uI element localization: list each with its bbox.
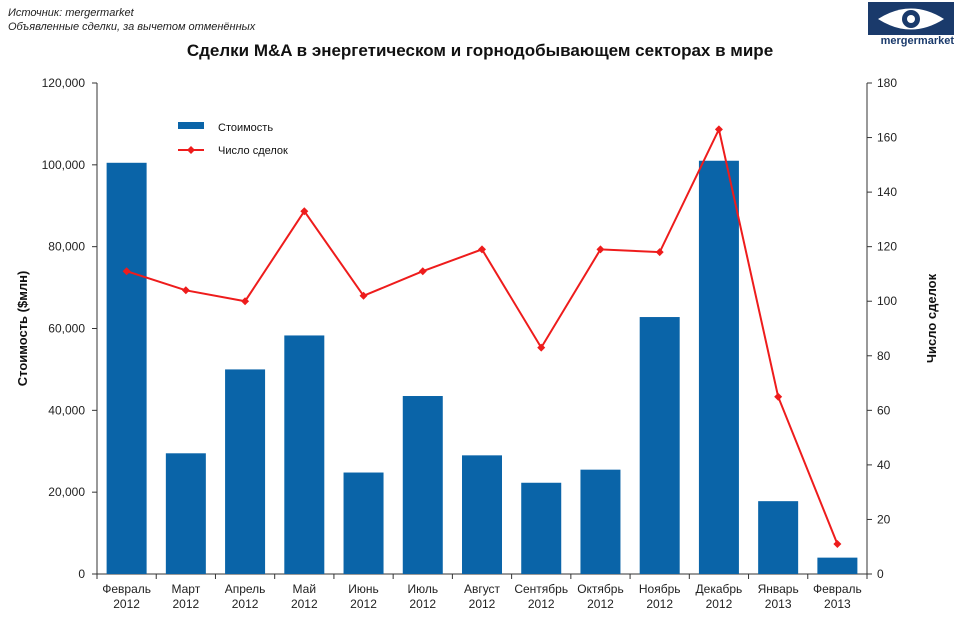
x-tick-label: Ноябрь (639, 582, 681, 596)
bar (758, 501, 799, 574)
bar (580, 469, 621, 574)
logo-text: mergermarket (880, 35, 954, 47)
bar (106, 162, 147, 574)
y-tick-label: 20,000 (48, 485, 85, 499)
x-tick-label-year: 2012 (528, 597, 555, 611)
line-point (241, 297, 250, 306)
x-tick-label-year: 2012 (291, 597, 318, 611)
bar (639, 317, 680, 574)
x-tick-label: Июнь (348, 582, 379, 596)
x-tick-label: Май (293, 582, 317, 596)
line-point (359, 291, 368, 300)
y2-axis-title: Число сделок (924, 273, 939, 363)
x-tick-label-year: 2012 (646, 597, 673, 611)
line-point (655, 248, 664, 257)
x-tick-label: Октябрь (577, 582, 624, 596)
legend-label-line: Число сделок (218, 145, 288, 157)
line-point (596, 245, 605, 254)
line-point (300, 207, 309, 216)
x-tick-label: Декабрь (696, 582, 743, 596)
bar (521, 482, 562, 574)
y-tick-label: 0 (78, 567, 85, 581)
y2-tick-label: 20 (877, 512, 891, 526)
x-tick-label: Март (171, 582, 200, 596)
y2-tick-label: 140 (877, 185, 897, 199)
x-tick-label: Февраль (102, 582, 151, 596)
legend-swatch-bar (178, 122, 204, 129)
bar (284, 335, 325, 574)
bar (698, 160, 739, 574)
line-point (714, 125, 723, 134)
eye-logo-icon (868, 2, 954, 35)
x-tick-label-year: 2012 (172, 597, 199, 611)
x-tick-label: Июль (407, 582, 438, 596)
x-tick-label: Январь (758, 582, 799, 596)
y-tick-label: 60,000 (48, 322, 85, 336)
line-point (418, 267, 427, 276)
chart-title: Сделки M&A в энергетическом и горнодобыв… (186, 41, 774, 60)
x-tick-label-year: 2012 (350, 597, 377, 611)
y-tick-label: 40,000 (48, 403, 85, 417)
x-tick-label-year: 2012 (113, 597, 140, 611)
line-point (774, 392, 783, 401)
line-point (537, 343, 546, 352)
y2-tick-label: 100 (877, 294, 897, 308)
y2-tick-label: 180 (877, 76, 897, 90)
source-line: Источник: mergermarket (8, 7, 134, 19)
x-tick-label: Апрель (225, 582, 266, 596)
bar (817, 557, 858, 574)
y-tick-label: 120,000 (42, 76, 86, 90)
x-tick-label-year: 2013 (765, 597, 792, 611)
y2-tick-label: 40 (877, 458, 891, 472)
y2-tick-label: 0 (877, 567, 884, 581)
bar (402, 396, 443, 574)
line-point (122, 267, 131, 276)
x-tick-label-year: 2013 (824, 597, 851, 611)
bar (462, 455, 502, 574)
y2-tick-label: 120 (877, 240, 897, 254)
legend-swatch-marker (187, 146, 195, 154)
x-tick-label-year: 2012 (706, 597, 733, 611)
legend-label-bar: Стоимость (218, 122, 273, 134)
x-tick-label: Август (464, 582, 501, 596)
x-tick-label: Февраль (813, 582, 862, 596)
y-tick-label: 100,000 (42, 158, 86, 172)
x-tick-label-year: 2012 (587, 597, 614, 611)
y2-tick-label: 60 (877, 403, 891, 417)
y2-tick-label: 80 (877, 349, 891, 363)
bar (343, 472, 384, 574)
source-subtitle: Объявленные сделки, за вычетом отменённы… (8, 21, 256, 33)
x-tick-label-year: 2012 (409, 597, 436, 611)
x-tick-label-year: 2012 (232, 597, 259, 611)
x-tick-label: Сентябрь (514, 582, 568, 596)
y-tick-label: 80,000 (48, 240, 85, 254)
line-point (181, 286, 190, 295)
bar (165, 453, 206, 574)
y2-tick-label: 160 (877, 131, 897, 145)
source-note: Источник: mergermarket Объявленные сделк… (8, 6, 255, 34)
y-axis-title: Стоимость ($млн) (15, 271, 30, 387)
x-tick-label-year: 2012 (469, 597, 496, 611)
line-point (478, 245, 486, 254)
bar (225, 369, 266, 574)
line-point (833, 539, 842, 548)
